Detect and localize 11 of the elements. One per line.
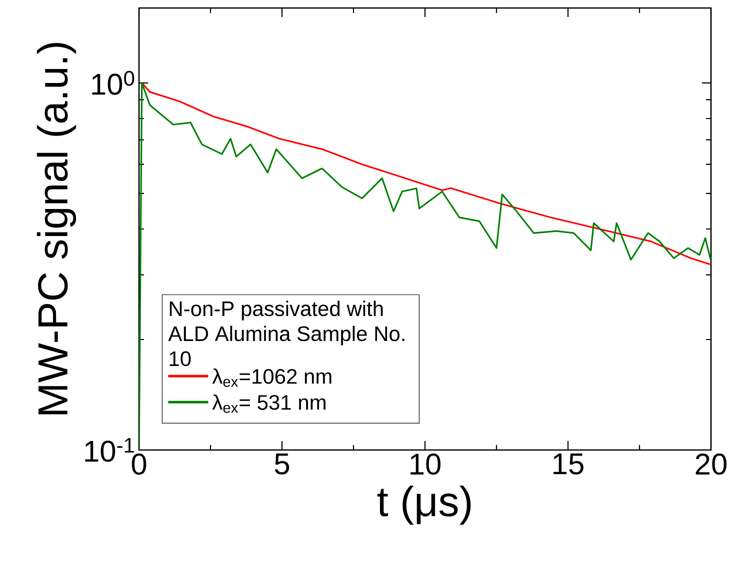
legend-label: λ$_{ex}$=1062 nm bbox=[212, 368, 332, 387]
y-axis-title: MW-PC signal (a.u.) bbox=[36, 43, 76, 414]
x-tick-label: 20 bbox=[696, 454, 726, 475]
x-tick-label: 5 bbox=[274, 454, 290, 474]
x-tick-label: 10 bbox=[410, 454, 441, 475]
legend-title: N-on-P passivated with ALD Alumina Sample No. 10 bbox=[168, 300, 404, 366]
y-tick-label: 10$^{0}$ bbox=[92, 70, 134, 95]
legend-label: λ$_{ex}$= 531 nm bbox=[212, 394, 326, 413]
x-axis-title: t (μs) bbox=[377, 486, 471, 525]
x-tick-label: 0 bbox=[132, 454, 146, 475]
x-tick-label: 15 bbox=[554, 454, 584, 474]
